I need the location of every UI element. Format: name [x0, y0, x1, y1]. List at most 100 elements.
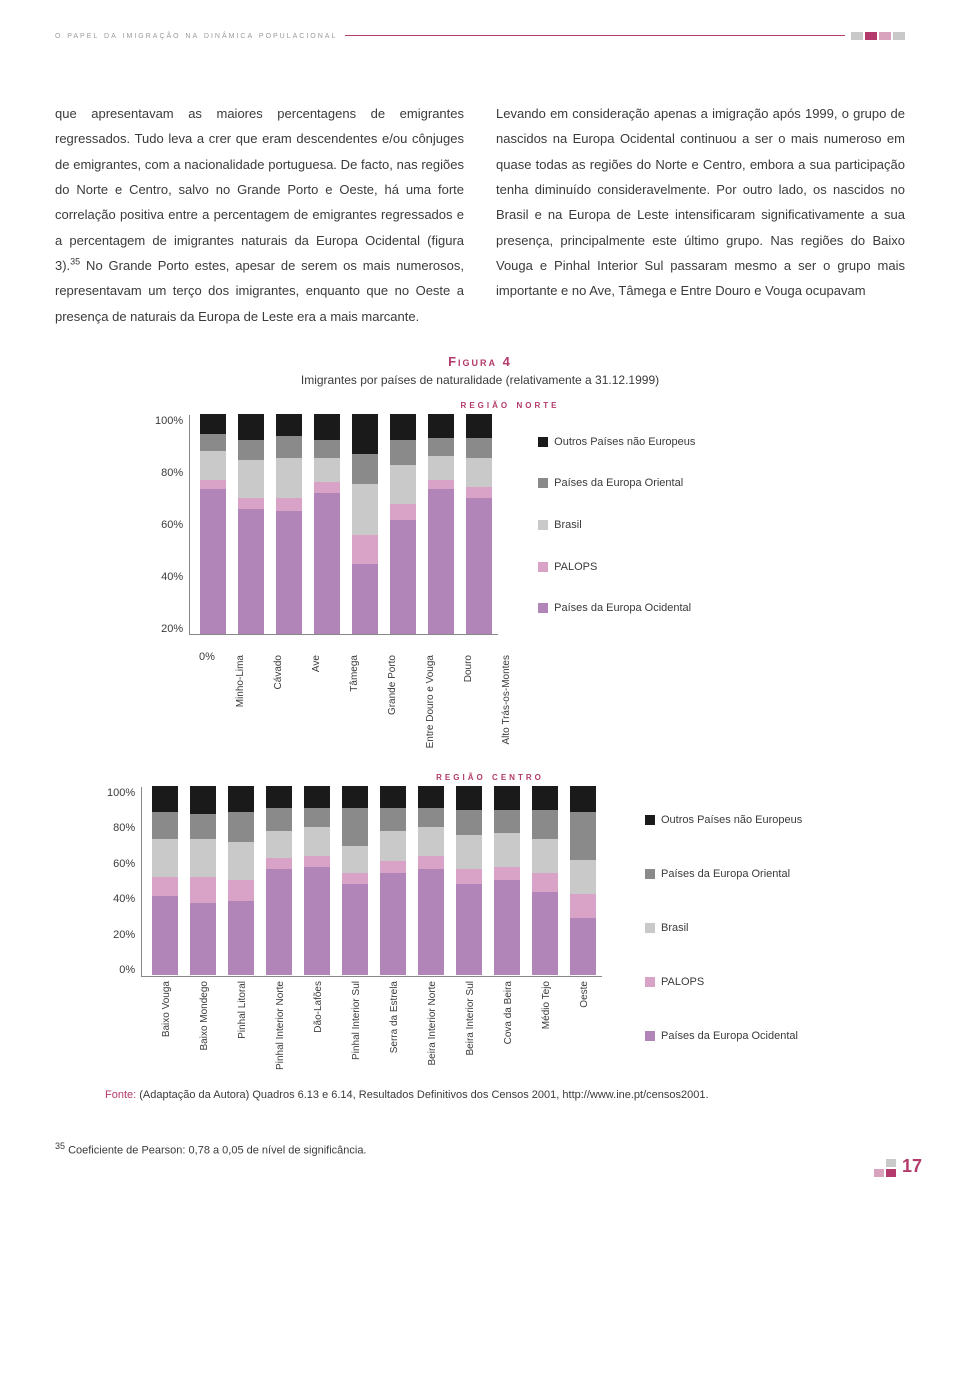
left-text-1: que apresentavam as maiores percentagens… — [55, 106, 464, 273]
bar — [342, 786, 368, 976]
region-centro-label: região centro — [55, 769, 905, 783]
x-label: Cávado — [273, 655, 299, 689]
legend-item: Países da Europa Ocidental — [538, 602, 695, 614]
bar — [352, 414, 378, 634]
x-label: Tâmega — [349, 655, 375, 692]
x-label: Oeste — [579, 981, 605, 1008]
right-text: Levando em consideração apenas a imigraç… — [496, 106, 905, 298]
legend-label: Outros Países não Europeus — [661, 814, 802, 826]
legend-swatch — [538, 603, 548, 613]
bar — [304, 786, 330, 976]
running-header: o papel da imigração na dinâmica populac… — [55, 30, 905, 41]
bar — [314, 414, 340, 634]
x-label: Ave — [311, 655, 337, 672]
bar — [456, 786, 482, 976]
x-label: Beira Interior Sul — [465, 981, 491, 1055]
body-columns: que apresentavam as maiores percentagens… — [55, 101, 905, 329]
chart-norte-zero: 0% — [199, 651, 221, 663]
source-text: (Adaptação da Autora) Quadros 6.13 e 6.1… — [136, 1089, 708, 1101]
x-label: Baixo Vouga — [161, 981, 187, 1037]
header-decor — [851, 32, 905, 40]
chart-centro-bars — [141, 787, 602, 977]
chart-centro-xaxis: Baixo Vouga Baixo Mondego Pinhal Litoral Pi… — [151, 981, 605, 1070]
figure-source: Fonte: (Adaptação da Autora) Quadros 6.1… — [55, 1089, 905, 1101]
chart-norte-block: 100%80%60%40%20% Outros Países não Europ… — [55, 415, 905, 635]
x-label: Minho-Lima — [235, 655, 261, 707]
footnote-num: 35 — [55, 1141, 65, 1151]
legend-item: Países da Europa Oriental — [538, 477, 695, 489]
bar — [152, 786, 178, 976]
legend-label: Países da Europa Oriental — [661, 868, 790, 880]
legend-item: PALOPS — [645, 976, 802, 988]
page-number-box: 17 — [874, 1156, 922, 1177]
x-label: Pinhal Litoral — [237, 981, 263, 1039]
bar — [428, 414, 454, 634]
x-label: Douro — [463, 655, 489, 682]
legend-swatch — [645, 815, 655, 825]
footnote: 35 Coeficiente de Pearson: 0,78 a 0,05 d… — [55, 1141, 905, 1157]
footnote-ref: 35 — [70, 257, 80, 267]
figure-caption: Figura 4 — [55, 353, 905, 371]
chart-norte-xaxis: Minho-Lima Cávado Ave Tâmega Grande Porto Ent… — [225, 655, 527, 748]
x-label: Serra da Estrela — [389, 981, 415, 1053]
chart-centro-yaxis: 100%80%60%40%20%0% — [107, 787, 141, 977]
bar — [418, 786, 444, 976]
legend-label: Países da Europa Ocidental — [554, 602, 691, 614]
x-label: Grande Porto — [387, 655, 413, 715]
figure-subtitle: Imigrantes por países de naturalidade (r… — [55, 373, 905, 387]
x-label: Pinhal Interior Norte — [275, 981, 301, 1070]
legend-label: Brasil — [661, 922, 689, 934]
source-label: Fonte: — [105, 1089, 136, 1101]
footnote-text: Coeficiente de Pearson: 0,78 a 0,05 de n… — [65, 1145, 366, 1157]
legend-swatch — [645, 1031, 655, 1041]
header-rule — [345, 35, 845, 36]
x-label: Cova da Beira — [503, 981, 529, 1044]
chart-norte-bars — [189, 415, 498, 635]
bar — [190, 786, 216, 976]
legend-item: PALOPS — [538, 561, 695, 573]
left-text-2: No Grande Porto estes, apesar de serem o… — [55, 258, 464, 324]
legend-swatch — [538, 562, 548, 572]
x-label: Baixo Mondego — [199, 981, 225, 1051]
bar — [380, 786, 406, 976]
chart-centro-block: 100%80%60%40%20%0% Baixo Vouga Baixo Mond… — [7, 787, 905, 1070]
x-label: Alto Trás-os-Montes — [501, 655, 527, 744]
legend-label: Outros Países não Europeus — [554, 436, 695, 448]
legend-swatch — [645, 977, 655, 987]
bar — [390, 414, 416, 634]
legend-item: Países da Europa Ocidental — [645, 1030, 802, 1042]
legend-label: PALOPS — [554, 561, 597, 573]
legend-swatch — [645, 923, 655, 933]
x-label: Pinhal Interior Sul — [351, 981, 377, 1060]
legend-swatch — [538, 520, 548, 530]
bar — [466, 414, 492, 634]
legend-item: Outros Países não Europeus — [538, 436, 695, 448]
x-label: Entre Douro e Vouga — [425, 655, 451, 748]
x-label: Médio Tejo — [541, 981, 567, 1029]
left-column: que apresentavam as maiores percentagens… — [55, 101, 464, 329]
figure-label: Figura 4 — [448, 354, 512, 369]
page-number: 17 — [902, 1156, 922, 1177]
legend-swatch — [538, 437, 548, 447]
legend-label: Brasil — [554, 519, 582, 531]
legend-label: PALOPS — [661, 976, 704, 988]
bar — [266, 786, 292, 976]
chart-norte-yaxis: 100%80%60%40%20% — [155, 415, 189, 635]
legend-swatch — [645, 869, 655, 879]
chart-norte-legend: Outros Países não Europeus Países da Euro… — [538, 415, 695, 635]
right-column: Levando em consideração apenas a imigraç… — [496, 101, 905, 329]
legend-item: Outros Países não Europeus — [645, 814, 802, 826]
legend-item: Brasil — [645, 922, 802, 934]
legend-label: Países da Europa Oriental — [554, 477, 683, 489]
region-norte-label: região norte — [55, 397, 905, 411]
bar — [570, 786, 596, 976]
bar — [228, 786, 254, 976]
bar — [532, 786, 558, 976]
bar — [200, 414, 226, 634]
legend-item: Brasil — [538, 519, 695, 531]
legend-swatch — [538, 478, 548, 488]
chart-centro-legend: Outros Países não Europeus Países da Euro… — [645, 787, 802, 1070]
x-label: Beira Interior Norte — [427, 981, 453, 1065]
bar — [494, 786, 520, 976]
bar — [238, 414, 264, 634]
